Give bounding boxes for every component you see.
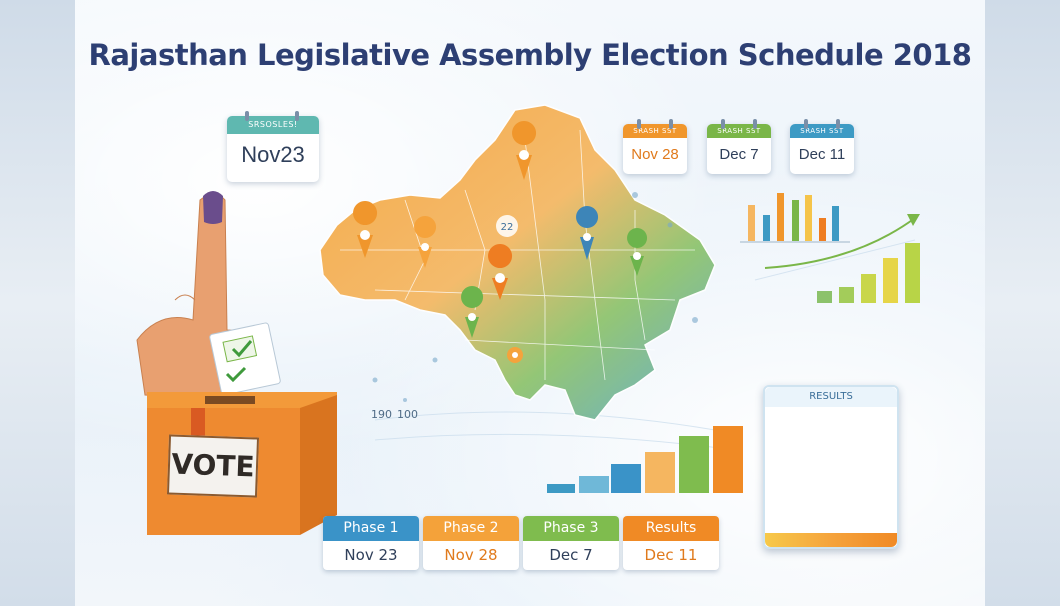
calendar-ring: [836, 119, 840, 129]
map-pin-icon: [507, 347, 523, 363]
poster: Rajasthan Legislative Assembly Election …: [75, 0, 985, 606]
phase-schedule-strip: Phase 1 Nov 23 Phase 2 Nov 28 Phase 3 De…: [323, 516, 719, 572]
bar-chart-icon: [740, 193, 850, 243]
results-card-footer: [765, 533, 897, 547]
left-blur-border: [0, 0, 75, 606]
map-pin-icon: [461, 286, 484, 338]
phase-1-card: Phase 1 Nov 23: [323, 516, 419, 570]
calendar-ring: [669, 119, 673, 129]
calendar-date: Dec 11: [798, 146, 846, 163]
checkmark-icon: [231, 340, 253, 358]
phase-label: Phase 3: [523, 516, 619, 541]
calendar-ring: [295, 111, 299, 121]
ballot-box-label: VOTE: [166, 434, 260, 498]
map-badge: 22: [501, 222, 514, 233]
map-pin-icon: [627, 228, 648, 276]
phase-date: Dec 7: [549, 546, 593, 564]
calendar-phase-1: SRSOSLES! Nov23: [227, 111, 319, 182]
phase-date: Dec 11: [644, 546, 698, 564]
calendar-date: Nov 28: [631, 146, 679, 163]
calendar-results: SRASH SST Dec 11: [790, 119, 854, 174]
calendar-phase-3: SRASH SST Dec 7: [707, 119, 771, 174]
calendar-date: Dec 7: [719, 146, 759, 163]
calendar-ring: [637, 119, 641, 129]
calendar-header: SRASH SST: [790, 124, 854, 138]
map-pin-icon: [353, 201, 378, 258]
phase-3-card: Phase 3 Dec 7: [523, 516, 619, 570]
calendar-date: Nov23: [241, 142, 305, 167]
checkmark-icon: [225, 366, 247, 383]
calendar-ring: [753, 119, 757, 129]
calendar-phase-2: SRASH SST Nov 28: [623, 119, 687, 174]
results-card: RESULTS: [763, 385, 899, 549]
phase-label: Results: [623, 516, 719, 541]
calendar-header: SRSOSLES!: [227, 116, 319, 134]
phase-date: Nov 28: [444, 546, 498, 564]
misc-number: 190: [371, 408, 392, 421]
calendar-ring: [245, 111, 249, 121]
map-pin-icon: [488, 244, 513, 300]
map-pin-icon: [414, 216, 437, 268]
phase-2-card: Phase 2 Nov 28: [423, 516, 519, 570]
calendar-ring: [721, 119, 725, 129]
page-title: Rajasthan Legislative Assembly Election …: [88, 38, 972, 72]
trend-arrow-icon: [764, 217, 916, 269]
rajasthan-map: 22: [136, 104, 920, 535]
results-card-title: RESULTS: [765, 387, 897, 407]
calendar-ring: [804, 119, 808, 129]
misc-number: 100: [397, 408, 418, 421]
map-pin-icon: [512, 121, 537, 180]
map-pin-icon: [576, 206, 599, 260]
phase-label: Phase 1: [323, 516, 419, 541]
bar-chart-icon: [547, 426, 743, 493]
bar-chart-icon: [817, 243, 920, 303]
right-blur-border: [985, 0, 1060, 606]
calendar-header: SRASH SST: [623, 124, 687, 138]
results-phase-card: Results Dec 11: [623, 516, 719, 570]
phase-label: Phase 2: [423, 516, 519, 541]
phase-date: Nov 23: [344, 546, 398, 564]
ballot-paper: [209, 322, 281, 396]
calendar-header: SRASH SST: [707, 124, 771, 138]
